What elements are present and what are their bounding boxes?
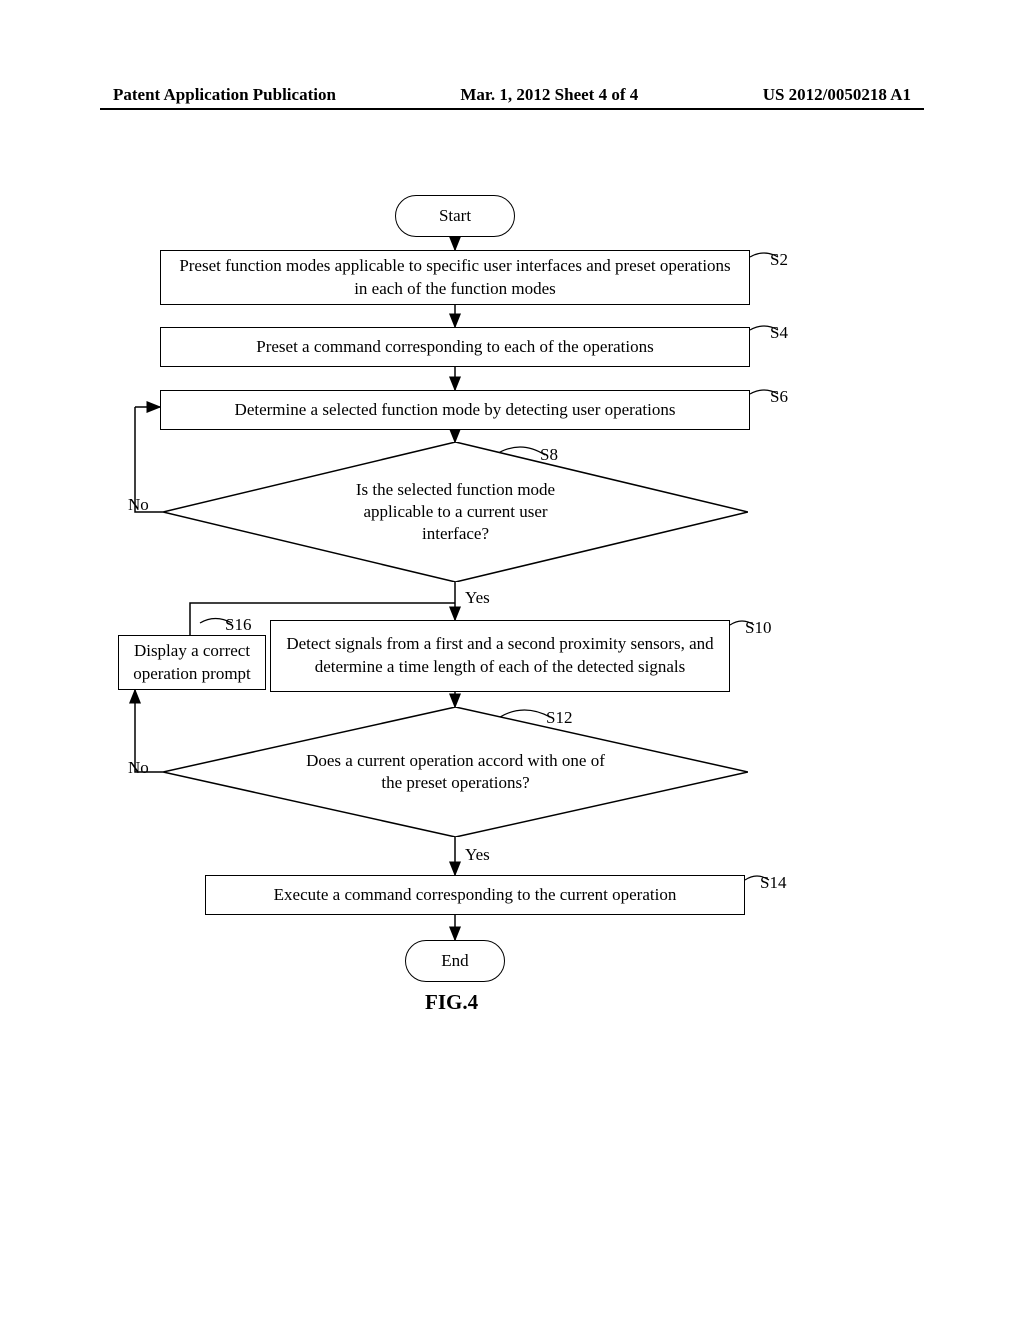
process-s16-text: Display a correct operation prompt: [131, 640, 253, 686]
process-s6-text: Determine a selected function mode by de…: [235, 399, 676, 422]
process-s10-text: Detect signals from a first and a second…: [283, 633, 717, 679]
step-label-s6: S6: [770, 387, 788, 407]
branch-yes-s8: Yes: [465, 588, 490, 608]
step-label-s12: S12: [546, 708, 572, 728]
process-s2: Preset function modes applicable to spec…: [160, 250, 750, 305]
process-s4: Preset a command corresponding to each o…: [160, 327, 750, 367]
header-center: Mar. 1, 2012 Sheet 4 of 4: [460, 85, 638, 105]
terminal-start: Start: [395, 195, 515, 237]
decision-s8-text: Is the selected function mode applicable…: [356, 479, 555, 545]
header-left: Patent Application Publication: [113, 85, 336, 105]
step-label-s2: S2: [770, 250, 788, 270]
branch-no-s12: No: [128, 758, 149, 778]
flowchart: Start Preset function modes applicable t…: [0, 195, 1024, 1095]
process-s14-text: Execute a command corresponding to the c…: [274, 884, 677, 907]
step-label-s10: S10: [745, 618, 771, 638]
terminal-end-label: End: [441, 951, 468, 971]
step-label-s4: S4: [770, 323, 788, 343]
terminal-end: End: [405, 940, 505, 982]
step-label-s14: S14: [760, 873, 786, 893]
process-s10: Detect signals from a first and a second…: [270, 620, 730, 692]
process-s2-text: Preset function modes applicable to spec…: [173, 255, 737, 301]
decision-s12: Does a current operation accord with one…: [163, 707, 748, 837]
terminal-start-label: Start: [439, 206, 471, 226]
header-right: US 2012/0050218 A1: [763, 85, 911, 105]
decision-s8: Is the selected function mode applicable…: [163, 442, 748, 582]
process-s4-text: Preset a command corresponding to each o…: [256, 336, 653, 359]
process-s16: Display a correct operation prompt: [118, 635, 266, 690]
branch-no-s8: No: [128, 495, 149, 515]
step-label-s16: S16: [225, 615, 251, 635]
branch-yes-s12: Yes: [465, 845, 490, 865]
step-label-s8: S8: [540, 445, 558, 465]
header-rule: [100, 108, 924, 110]
page-header: Patent Application Publication Mar. 1, 2…: [0, 85, 1024, 105]
process-s6: Determine a selected function mode by de…: [160, 390, 750, 430]
figure-caption: FIG.4: [425, 990, 478, 1015]
decision-s12-text: Does a current operation accord with one…: [296, 750, 616, 794]
process-s14: Execute a command corresponding to the c…: [205, 875, 745, 915]
